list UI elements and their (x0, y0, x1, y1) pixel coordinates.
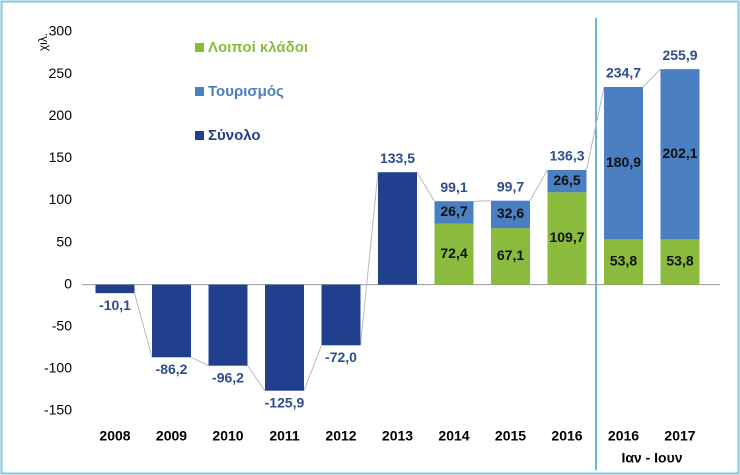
connector (473, 200, 492, 202)
bar (95, 284, 135, 294)
bar (265, 284, 304, 391)
bar-segment (547, 192, 587, 285)
bar-segment (547, 169, 587, 193)
x-tick-label: 2014 (438, 428, 469, 444)
legend-label: Σύνολο (208, 127, 261, 144)
total-label: 133,5 (380, 150, 415, 166)
x-tick-label: 2015 (495, 428, 526, 444)
bar (152, 284, 191, 358)
segment-label: 180,9 (606, 154, 641, 170)
segment-label: 32,6 (497, 205, 524, 221)
legend-label: Λοιποί κλάδοι (208, 39, 308, 56)
total-label: -96,2 (212, 369, 244, 385)
segment-label: 26,5 (553, 172, 580, 188)
connector (190, 356, 209, 367)
x-tick-label: 2012 (325, 428, 356, 444)
x-tick-label: 2016 (551, 428, 582, 444)
connector (529, 169, 548, 201)
total-label: -125,9 (265, 394, 305, 410)
x-tick-label: 2016 (608, 428, 639, 444)
bar-segment (491, 228, 530, 285)
total-label: -86,2 (156, 361, 188, 377)
x-tick-label: 2008 (99, 428, 130, 444)
x-tick-label: 2017 (664, 428, 695, 444)
y-tick-label: 300 (49, 23, 73, 39)
y-tick-label: 150 (49, 149, 73, 165)
bar-segment (660, 69, 700, 240)
total-label: -72,0 (325, 349, 357, 365)
y-tick-label: -50 (52, 317, 72, 333)
y-axis-label: χιλ. (36, 33, 50, 51)
bar-segment (434, 201, 474, 224)
connector (586, 86, 605, 170)
connector (642, 68, 661, 88)
bar-segment (604, 86, 643, 240)
segment-label: 72,4 (440, 245, 467, 261)
segment-label: 53,8 (610, 253, 637, 269)
connector (134, 293, 153, 358)
bar-segment (660, 239, 700, 285)
bar (208, 284, 248, 366)
y-tick-label: -100 (44, 360, 72, 376)
legend-swatch (195, 43, 204, 52)
segment-label: 67,1 (497, 247, 524, 263)
total-label: 99,1 (440, 179, 467, 195)
y-tick-label: -150 (44, 402, 72, 418)
legend-label: Τουρισμός (208, 83, 284, 100)
connector (247, 365, 266, 391)
y-tick-label: 100 (49, 191, 73, 207)
total-label: 99,7 (497, 178, 524, 194)
bar-segment (491, 200, 530, 229)
y-tick-label: 200 (49, 107, 73, 123)
x-tick-label: 2011 (269, 428, 300, 444)
bar (321, 284, 361, 346)
connector (416, 171, 435, 202)
segment-label: 109,7 (549, 229, 584, 245)
x-tick-label: 2010 (212, 428, 243, 444)
legend-swatch (195, 131, 204, 140)
x-tick-label: 2013 (382, 428, 413, 444)
total-label: 255,9 (662, 47, 697, 63)
bar-segment (604, 239, 643, 285)
period-annotation: Ιαν - Ιουν (621, 450, 682, 466)
connector (360, 172, 379, 346)
total-label: 136,3 (549, 148, 584, 164)
y-tick-label: 250 (49, 65, 73, 81)
x-tick-label: 2009 (156, 428, 187, 444)
legend-swatch (195, 87, 204, 96)
total-label: 234,7 (606, 65, 641, 81)
segment-label: 202,1 (662, 145, 697, 161)
total-label: -10,1 (99, 297, 131, 313)
y-tick-label: 0 (64, 275, 72, 291)
bar (378, 172, 417, 285)
segment-label: 26,7 (440, 203, 467, 219)
connector (303, 345, 322, 391)
bar-segment (434, 223, 474, 285)
y-tick-label: 50 (56, 233, 72, 249)
segment-label: 53,8 (666, 253, 693, 269)
